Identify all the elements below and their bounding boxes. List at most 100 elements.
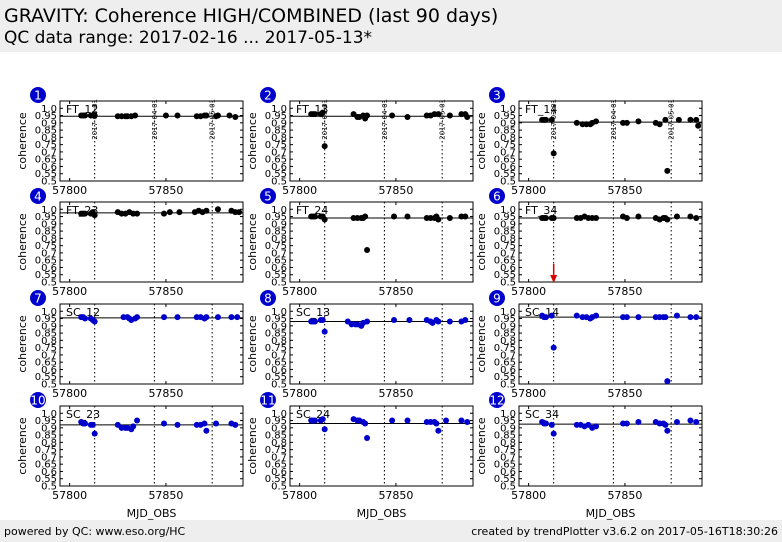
- y-tick-label: 0.85: [35, 431, 57, 442]
- date-marker-label: 2017-03-01: [91, 99, 99, 140]
- y-tick-label: 0.6: [271, 467, 287, 478]
- panel-number: 2: [264, 89, 272, 103]
- data-point: [226, 112, 233, 119]
- date-marker-label: 2017-03-01: [321, 99, 329, 140]
- y-tick-label: 0.7: [41, 452, 57, 463]
- y-tick-label: 0.7: [271, 147, 287, 158]
- data-point: [312, 111, 319, 118]
- data-point: [675, 116, 682, 123]
- coherence-chart-grid: 2017-03-01 2017-04-01 2017-05-010.50.550.6…: [16, 87, 703, 520]
- data-point: [687, 314, 694, 321]
- data-point: [542, 215, 549, 221]
- x-tick-label: 57850: [378, 285, 413, 298]
- data-point: [664, 427, 671, 434]
- data-point: [695, 122, 702, 129]
- header-bar: [0, 0, 782, 52]
- y-tick-label: 0.55: [265, 372, 287, 383]
- data-point: [673, 213, 680, 220]
- y-tick-label: 0.95: [265, 212, 287, 223]
- data-point: [391, 213, 398, 220]
- data-point: [161, 210, 168, 217]
- panel-series-label: FT_14: [525, 103, 557, 116]
- data-point: [130, 423, 137, 430]
- data-point: [550, 150, 557, 157]
- y-tick-label: 0.85: [35, 227, 57, 238]
- data-point: [693, 419, 700, 425]
- data-point: [203, 112, 210, 119]
- data-point: [435, 216, 442, 223]
- panel-number: 3: [493, 89, 501, 103]
- y-tick-label: 0.85: [494, 431, 516, 442]
- data-point: [550, 344, 557, 351]
- y-tick-label: 0.6: [500, 467, 516, 478]
- y-tick-label: 0.95: [35, 314, 57, 325]
- y-tick-label: 1.0: [500, 409, 516, 420]
- data-point: [458, 417, 465, 424]
- y-tick-label: 0.9: [271, 423, 287, 434]
- panel-number-badge: [260, 290, 276, 306]
- y-tick-label: 0.55: [265, 474, 287, 485]
- y-tick-label: 0.55: [35, 270, 57, 281]
- x-tick-label: 57850: [148, 285, 183, 298]
- data-point: [693, 116, 700, 123]
- y-tick-label: 0.5: [271, 482, 287, 493]
- panel-number: 1: [34, 89, 42, 103]
- data-point: [174, 314, 181, 321]
- data-point: [550, 430, 557, 437]
- x-axis-label: MJD_OBS: [586, 507, 636, 520]
- date-marker-label: 2017-05-01: [439, 99, 447, 140]
- data-point: [82, 112, 89, 119]
- data-point: [391, 317, 398, 323]
- data-point: [321, 328, 328, 335]
- date-marker-label: 2017-04-01: [381, 99, 389, 140]
- y-tick-label: 0.85: [265, 329, 287, 340]
- x-tick-label: 57850: [607, 489, 642, 502]
- y-tick-label: 0.5: [271, 380, 287, 391]
- y-tick-label: 0.65: [265, 256, 287, 267]
- y-tick-label: 0.7: [41, 248, 57, 259]
- panel-series-label: FT_34: [525, 204, 557, 217]
- data-point: [623, 215, 630, 221]
- y-tick-label: 0.65: [265, 460, 287, 471]
- data-point: [406, 317, 413, 323]
- data-point: [321, 216, 328, 223]
- data-point: [312, 213, 319, 220]
- y-axis-label: coherence: [246, 315, 259, 373]
- date-marker-label: 2017-05-01: [209, 99, 217, 140]
- data-point: [364, 435, 371, 441]
- y-tick-label: 0.95: [265, 111, 287, 122]
- y-tick-label: 0.7: [271, 452, 287, 463]
- x-tick-label: 57800: [52, 387, 87, 400]
- panel-number: 4: [34, 190, 42, 204]
- x-tick-label: 57800: [282, 184, 317, 197]
- footer-timestamp: created by trendPlotter v3.6.2 on 2017-0…: [471, 525, 778, 538]
- data-point: [635, 213, 642, 220]
- data-point: [464, 114, 471, 120]
- warning-arrow-head: [550, 275, 558, 283]
- data-point: [319, 317, 326, 323]
- panel-number-badge: [489, 87, 505, 103]
- y-tick-label: 0.95: [35, 416, 57, 427]
- data-point: [462, 213, 469, 220]
- y-tick-label: 0.65: [265, 358, 287, 369]
- data-point: [236, 209, 243, 216]
- y-tick-label: 0.9: [41, 423, 57, 434]
- y-tick-label: 0.5: [500, 482, 516, 493]
- y-tick-label: 0.95: [265, 314, 287, 325]
- y-tick-label: 0.65: [494, 256, 516, 267]
- x-tick-label: 57850: [148, 387, 183, 400]
- y-tick-label: 0.8: [271, 438, 287, 449]
- y-tick-label: 0.5: [41, 380, 57, 391]
- y-tick-label: 0.6: [500, 162, 516, 173]
- y-tick-label: 0.55: [35, 474, 57, 485]
- y-tick-label: 1.0: [41, 307, 57, 318]
- panel-series-label: SC_23: [66, 408, 100, 421]
- data-point: [82, 210, 89, 217]
- data-point: [435, 318, 442, 325]
- date-marker-label: 2017-04-01: [610, 99, 618, 140]
- y-tick-label: 0.5: [500, 177, 516, 188]
- y-tick-label: 0.7: [500, 350, 516, 361]
- x-tick-label: 57800: [511, 489, 546, 502]
- y-tick-label: 0.85: [35, 126, 57, 137]
- y-tick-label: 0.6: [41, 162, 57, 173]
